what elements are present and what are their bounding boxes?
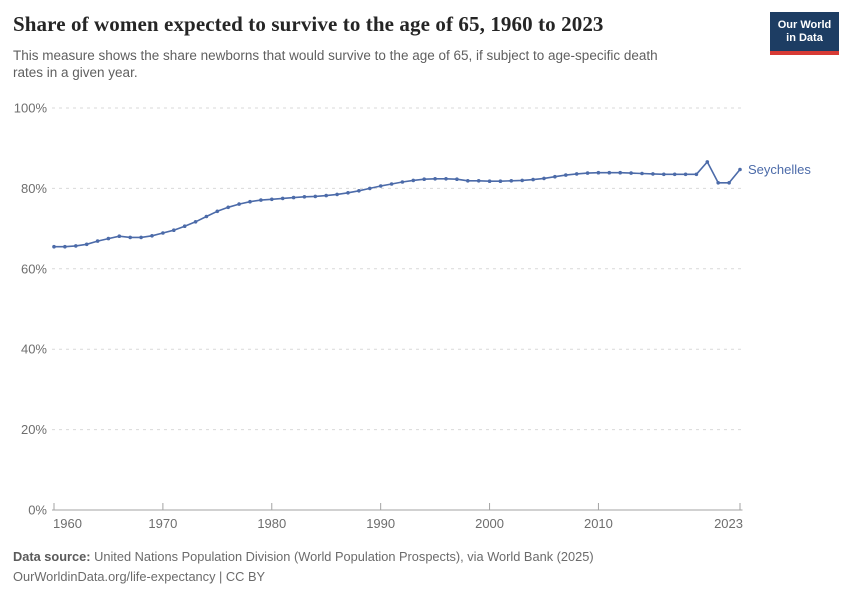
data-point[interactable] — [672, 172, 677, 177]
x-axis-tick-label: 1990 — [366, 516, 395, 531]
data-point[interactable] — [574, 172, 579, 176]
data-point[interactable] — [346, 191, 350, 195]
data-point[interactable] — [509, 179, 514, 183]
data-point[interactable] — [95, 239, 100, 243]
data-point[interactable] — [531, 177, 535, 182]
data-point[interactable] — [368, 186, 372, 191]
data-point[interactable] — [106, 236, 111, 241]
data-point[interactable] — [84, 242, 89, 247]
data-point[interactable] — [74, 244, 78, 248]
x-axis-tick-label: 2023 — [714, 516, 743, 531]
data-point[interactable] — [63, 244, 67, 249]
data-point[interactable] — [226, 205, 230, 210]
data-point[interactable] — [215, 209, 220, 214]
data-point[interactable] — [182, 224, 187, 228]
data-point[interactable] — [150, 234, 154, 238]
y-axis-tick-label: 20% — [21, 422, 47, 437]
data-point[interactable] — [280, 196, 285, 201]
data-point[interactable] — [52, 244, 56, 249]
data-point[interactable] — [117, 234, 122, 238]
data-point[interactable] — [596, 170, 601, 175]
data-point[interactable] — [335, 192, 339, 197]
data-point[interactable] — [662, 172, 666, 177]
citation-line: OurWorldinData.org/life-expectancy | CC … — [13, 569, 266, 584]
y-axis-tick-label: 40% — [21, 342, 47, 357]
data-point[interactable] — [389, 182, 394, 186]
owid-logo-line2: in Data — [786, 32, 823, 44]
data-point[interactable] — [738, 167, 742, 172]
data-point[interactable] — [270, 197, 274, 202]
data-point[interactable] — [172, 228, 176, 232]
y-axis-tick-label: 100% — [14, 101, 48, 116]
series-line[interactable] — [53, 161, 741, 248]
data-point[interactable] — [259, 198, 263, 202]
data-point[interactable] — [727, 181, 731, 185]
data-point[interactable] — [313, 194, 318, 199]
data-point[interactable] — [411, 178, 416, 183]
data-point[interactable] — [291, 195, 296, 200]
data-point[interactable] — [248, 199, 252, 204]
data-point[interactable] — [520, 178, 524, 183]
data-point[interactable] — [542, 176, 546, 181]
data-point[interactable] — [193, 220, 198, 224]
chart-footer: Data source: United Nations Population D… — [13, 547, 813, 587]
data-point[interactable] — [498, 179, 503, 183]
data-point[interactable] — [651, 172, 655, 176]
data-point[interactable] — [716, 181, 720, 185]
data-point[interactable] — [161, 231, 165, 235]
data-source-line: Data source: United Nations Population D… — [13, 547, 813, 567]
data-source-text: United Nations Population Division (Worl… — [90, 549, 594, 564]
y-axis-tick-label: 60% — [21, 261, 47, 276]
data-point[interactable] — [683, 172, 688, 177]
data-point[interactable] — [585, 171, 590, 175]
data-point[interactable] — [378, 184, 383, 188]
data-point[interactable] — [618, 170, 622, 175]
data-point[interactable] — [476, 179, 481, 183]
owid-logo-line1: Our World — [777, 19, 832, 31]
data-point[interactable] — [455, 177, 459, 181]
data-source-label: Data source: — [13, 549, 91, 564]
series-end-label[interactable]: Seychelles — [748, 162, 811, 177]
data-point[interactable] — [640, 171, 644, 176]
data-point[interactable] — [433, 177, 437, 181]
data-point[interactable] — [302, 195, 307, 199]
data-point[interactable] — [466, 179, 470, 183]
x-axis-tick-label: 1960 — [53, 516, 82, 531]
data-point[interactable] — [237, 202, 241, 206]
y-axis-tick-label: 0% — [28, 503, 47, 518]
x-axis-tick-label: 2000 — [475, 516, 504, 531]
data-point[interactable] — [553, 174, 557, 179]
data-point[interactable] — [629, 171, 633, 175]
x-axis-tick-label: 1980 — [257, 516, 286, 531]
data-point[interactable] — [204, 214, 209, 219]
data-point[interactable] — [422, 177, 427, 181]
y-axis-tick-label: 80% — [21, 181, 47, 196]
data-point[interactable] — [139, 235, 143, 240]
x-axis-tick-label: 2010 — [584, 516, 613, 531]
data-point[interactable] — [487, 179, 492, 183]
data-point[interactable] — [705, 160, 710, 164]
data-point[interactable] — [357, 189, 361, 193]
chart-title: Share of women expected to survive to th… — [13, 12, 604, 36]
data-point[interactable] — [128, 235, 132, 240]
data-point[interactable] — [694, 172, 699, 177]
data-point[interactable] — [324, 193, 329, 198]
data-point[interactable] — [607, 170, 612, 175]
data-point[interactable] — [564, 173, 568, 177]
chart-subtitle: This measure shows the share newborns th… — [13, 48, 658, 80]
data-point[interactable] — [400, 180, 405, 184]
x-axis-tick-label: 1970 — [148, 516, 177, 531]
data-point[interactable] — [444, 177, 448, 181]
owid-logo[interactable]: Our World in Data — [770, 12, 839, 55]
